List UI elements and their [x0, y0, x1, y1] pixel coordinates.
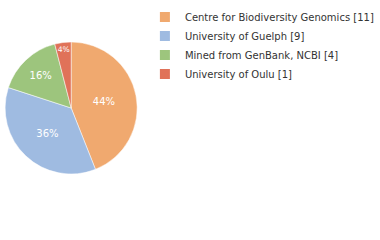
svg-text:4%: 4%	[58, 45, 70, 54]
svg-text:University of Guelph [9]: University of Guelph [9]	[185, 31, 305, 42]
svg-text:16%: 16%	[30, 70, 52, 81]
svg-text:Centre for Biodiversity Genomi: Centre for Biodiversity Genomics [11]	[185, 12, 374, 23]
svg-text:University of Oulu [1]: University of Oulu [1]	[185, 69, 292, 80]
svg-text:44%: 44%	[93, 96, 115, 107]
svg-text:36%: 36%	[36, 128, 58, 139]
svg-text:Mined from GenBank, NCBI [4]: Mined from GenBank, NCBI [4]	[185, 50, 338, 61]
